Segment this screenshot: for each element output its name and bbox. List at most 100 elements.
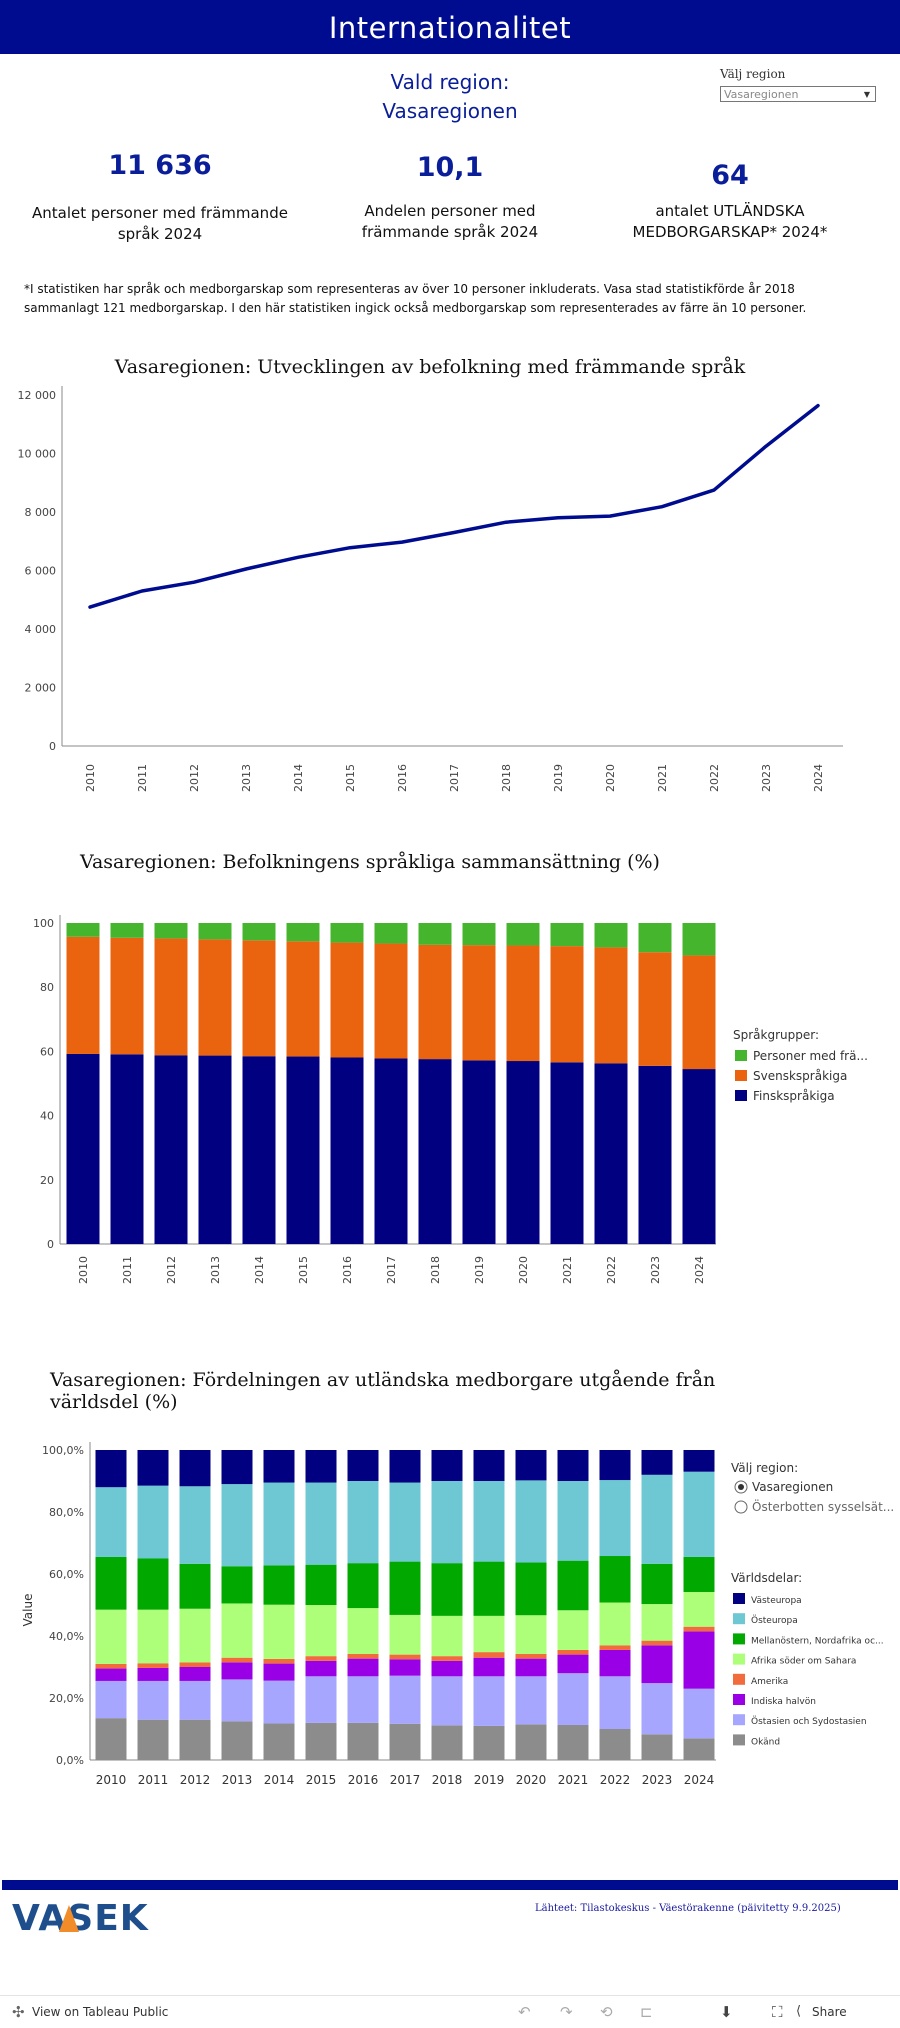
bar-segment (138, 1663, 169, 1668)
x-tick-label: 2023 (760, 764, 773, 792)
redo-icon[interactable]: ↷ (560, 2003, 573, 2021)
bar-segment (67, 937, 100, 1054)
fullscreen-icon[interactable]: ⛶ (772, 2003, 783, 2021)
bar-segment (264, 1605, 295, 1659)
bar-segment (243, 923, 276, 940)
y-tick-label: 20,0% (49, 1692, 84, 1705)
bar-segment (463, 1060, 496, 1244)
x-tick-label: 2010 (84, 764, 97, 792)
bar-segment (642, 1683, 673, 1734)
bar-segment (306, 1450, 337, 1483)
legend-label: Afrika söder om Sahara (751, 1657, 856, 1667)
pause-icon[interactable]: ⊏ (640, 2003, 653, 2021)
legend-swatch (733, 1613, 745, 1624)
bar-segment (639, 1066, 672, 1244)
x-tick-label: 2019 (552, 764, 565, 792)
bar-segment (180, 1681, 211, 1720)
legend-swatch (735, 1070, 747, 1081)
kpi-label-foreign-language-count: Antalet personer med främmande språk 202… (15, 203, 305, 245)
kpi-value-foreign-language-count: 11 636 (60, 150, 260, 181)
bar-segment (96, 1450, 127, 1487)
bar-segment (600, 1450, 631, 1480)
bar-segment (595, 1063, 628, 1244)
tableau-toolbar: ✣ View on Tableau Public ↶ ↷ ⟲ ⊏ ⬇ ⛶ ⟨ S… (0, 1995, 900, 2028)
bar-segment (474, 1658, 505, 1677)
x-tick-label: 2015 (306, 1773, 337, 1787)
bar-segment (390, 1450, 421, 1483)
bar-segment (96, 1557, 127, 1610)
bar-segment (306, 1661, 337, 1677)
region-select-value: Vasaregionen (724, 88, 798, 101)
bar-segment (642, 1450, 673, 1475)
share-button[interactable]: Share (812, 2005, 847, 2019)
view-on-tableau-link[interactable]: View on Tableau Public (32, 2005, 168, 2019)
tableau-logo-icon: ✣ (12, 2003, 25, 2021)
bar-segment (390, 1724, 421, 1760)
x-tick-label: 2020 (517, 1256, 530, 1284)
header-title: Internationalitet (329, 11, 571, 45)
bar-segment (306, 1605, 337, 1656)
bar-segment (222, 1721, 253, 1760)
y-tick-label: 60,0% (49, 1568, 84, 1581)
legend-label: Amerika (751, 1677, 788, 1687)
bar-segment (474, 1726, 505, 1760)
revert-icon[interactable]: ⟲ (600, 2003, 613, 2021)
x-tick-label: 2022 (708, 764, 721, 792)
bar-segment (222, 1662, 253, 1679)
bar-segment (264, 1723, 295, 1760)
x-tick-label: 2020 (516, 1773, 547, 1787)
bar-segment (264, 1681, 295, 1724)
bar-segment (684, 1738, 715, 1760)
bar-segment (180, 1662, 211, 1667)
footnote: *I statistiken har språk och medborgarsk… (24, 280, 864, 318)
y-tick-label: 40,0% (49, 1630, 84, 1643)
footer-divider (2, 1880, 898, 1890)
logo-text: VASEK (12, 1898, 149, 1939)
bar-segment (683, 1069, 716, 1244)
bar-segment (558, 1561, 589, 1611)
region-filter-option[interactable]: Vasaregionen (735, 1480, 833, 1494)
x-tick-label: 2011 (121, 1256, 134, 1284)
bar-segment (684, 1472, 715, 1557)
bar-segment (390, 1562, 421, 1615)
bar-segment (138, 1486, 169, 1559)
bar-segment (683, 955, 716, 1069)
bar-segment (558, 1610, 589, 1650)
x-tick-label: 2015 (297, 1256, 310, 1284)
bar-segment (474, 1450, 505, 1481)
radio-label: Vasaregionen (752, 1480, 833, 1494)
bar-segment (264, 1664, 295, 1681)
series-line (90, 406, 818, 607)
x-tick-label: 2016 (348, 1773, 379, 1787)
x-tick-label: 2021 (558, 1773, 589, 1787)
legend-swatch (735, 1050, 747, 1061)
bar-segment (642, 1604, 673, 1641)
legend-label: Mellanöstern, Nordafrika oc... (751, 1636, 884, 1646)
bar-segment (138, 1450, 169, 1486)
legend-label: Svenskspråkiga (753, 1069, 847, 1083)
y-tick-label: 12 000 (18, 389, 57, 402)
bar-segment (684, 1627, 715, 1632)
bar-segment (287, 923, 320, 941)
bar-segment (516, 1659, 547, 1677)
x-tick-label: 2012 (165, 1256, 178, 1284)
bar-segment (138, 1668, 169, 1681)
legend-swatch (733, 1654, 745, 1665)
bar-segment (67, 1054, 100, 1244)
bar-segment (642, 1475, 673, 1564)
legend-label: Östasien och Sydostasien (751, 1716, 867, 1727)
x-tick-label: 2023 (642, 1773, 673, 1787)
undo-icon[interactable]: ↶ (518, 2003, 531, 2021)
download-icon[interactable]: ⬇ (720, 2003, 733, 2021)
kpi-label-foreign-language-share: Andelen personer med främmande språk 202… (320, 201, 580, 243)
legend-swatch (733, 1633, 745, 1644)
bar-segment (331, 923, 364, 943)
legend-title: Världsdelar: (731, 1571, 802, 1585)
y-tick-label: 0 (47, 1238, 54, 1251)
bar-segment (600, 1645, 631, 1650)
legend-label: Indiska halvön (751, 1697, 816, 1707)
bar-segment (516, 1563, 547, 1616)
region-select-dropdown[interactable]: Vasaregionen ▼ (720, 86, 876, 102)
region-filter-option[interactable]: Österbotten sysselsät... (735, 1498, 894, 1514)
